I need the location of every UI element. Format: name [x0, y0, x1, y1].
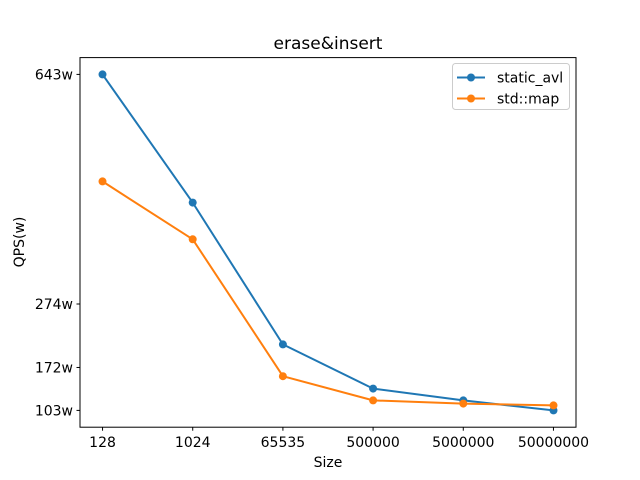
plot-frame [79, 57, 577, 428]
y-tick-label: 103w [35, 403, 73, 419]
x-tick-label: 50000000 [518, 435, 589, 451]
x-tick-label: 65535 [261, 435, 306, 451]
data-point-marker [369, 396, 378, 405]
legend-sample-marker [467, 94, 475, 103]
y-axis-label: QPS(w) [12, 217, 28, 268]
data-point-marker [98, 70, 107, 79]
x-tick-label: 5000000 [432, 435, 494, 451]
series-line-static-avl [101, 73, 554, 412]
x-tick-label: 1024 [175, 435, 211, 451]
series-line-std-map [101, 180, 554, 407]
x-axis-label: Size [314, 455, 343, 471]
data-point-marker [98, 177, 107, 186]
legend-sample-marker [467, 73, 475, 82]
y-tick-label: 643w [35, 67, 73, 83]
plot-area: 643w 274w 172w 103w 128 1024 65535 500000 500000… [35, 57, 589, 451]
data-point-marker [188, 235, 197, 244]
chart-title: erase&insert [274, 34, 383, 54]
data-point-marker [278, 340, 287, 349]
x-tick-label: 500000 [346, 435, 399, 451]
legend-label: std::map [497, 92, 559, 108]
data-point-marker [459, 399, 468, 408]
data-point-marker [188, 198, 197, 207]
y-tick-label: 274w [35, 297, 73, 313]
data-point-marker [549, 401, 558, 410]
data-point-marker [278, 372, 287, 381]
y-tick-label: 172w [35, 360, 73, 376]
x-tick-label: 128 [89, 435, 116, 451]
legend-label: static_avl [497, 71, 563, 87]
data-point-marker [369, 384, 378, 393]
